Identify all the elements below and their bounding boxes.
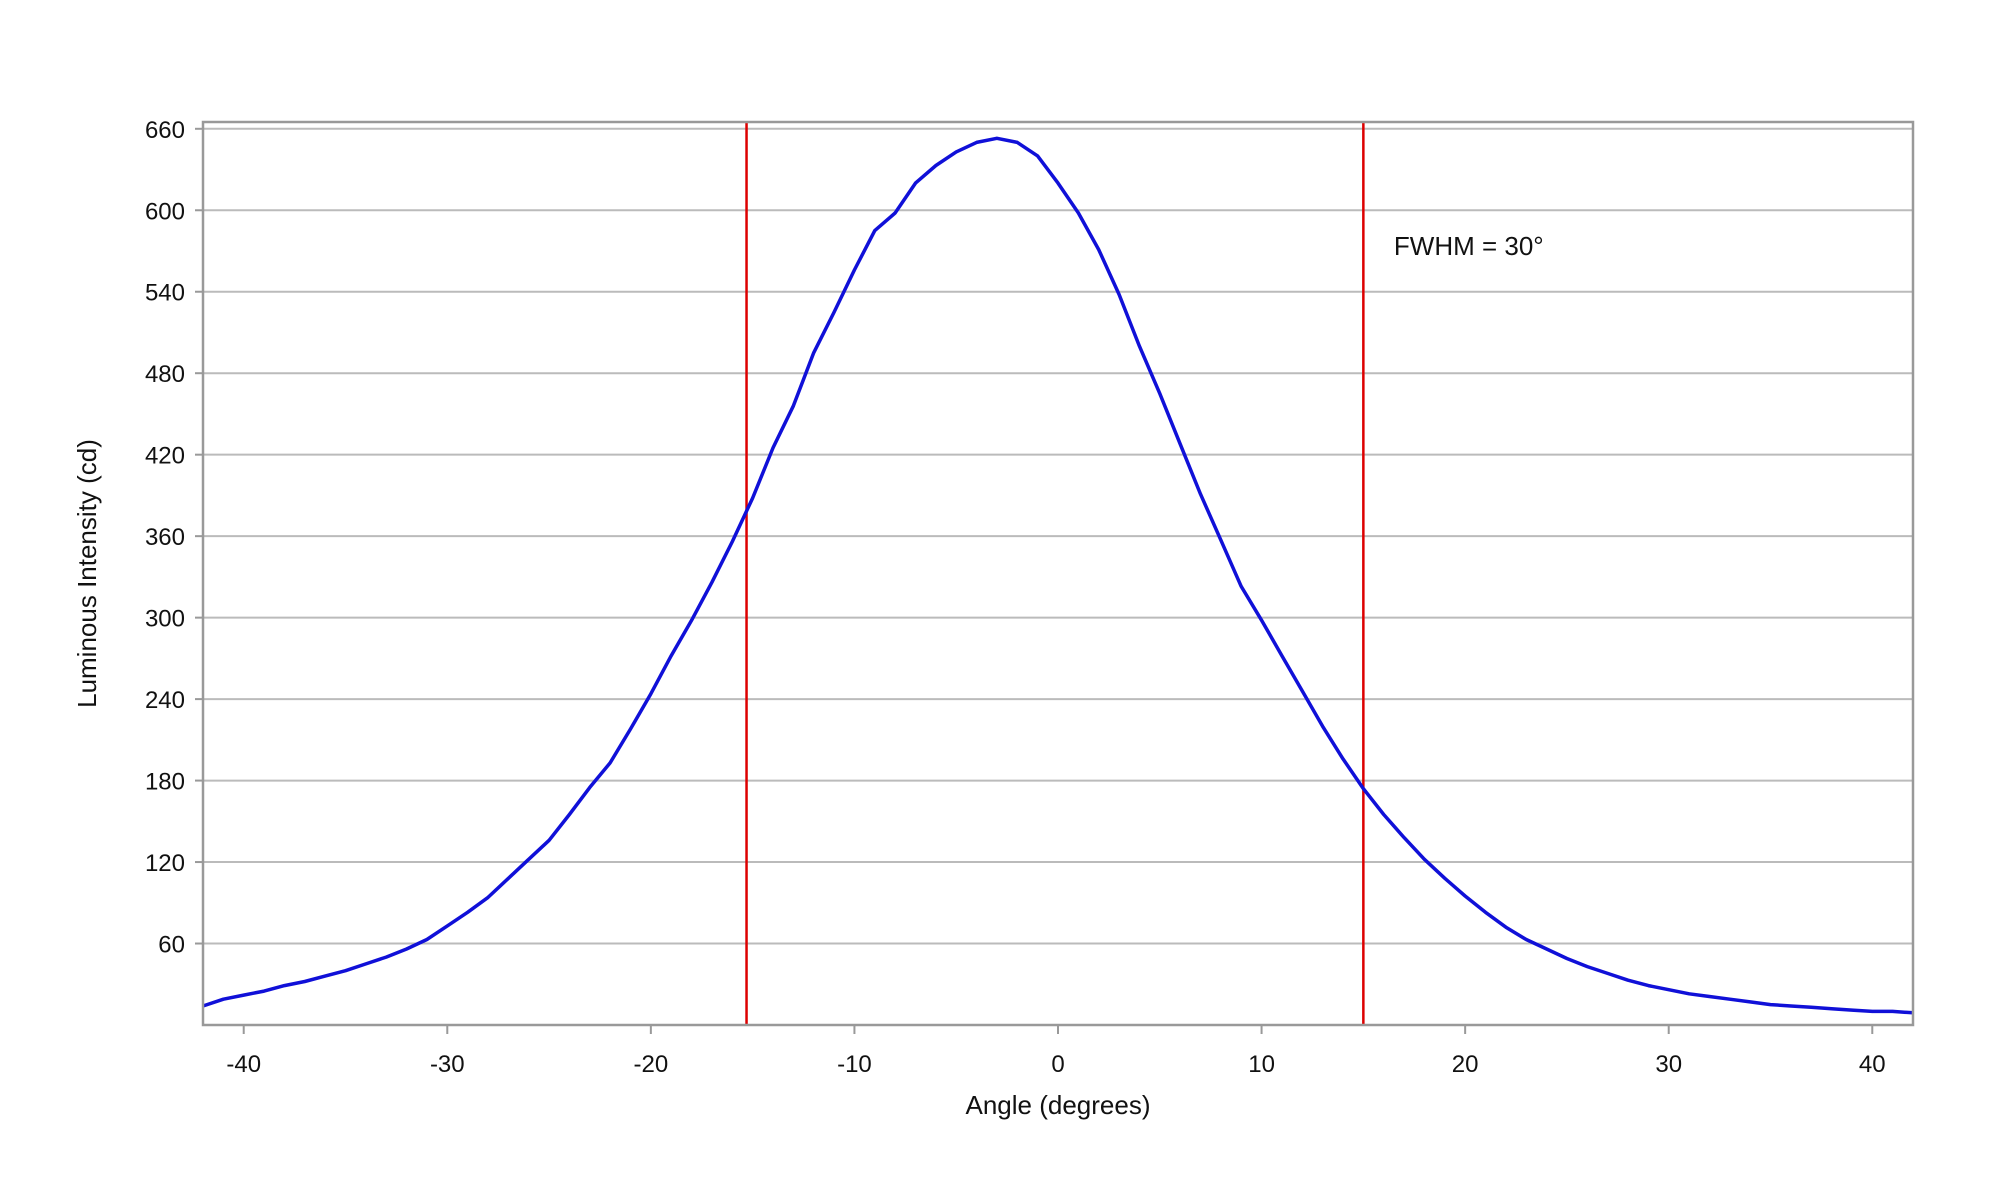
x-tick-label: 20 (1452, 1051, 1479, 1078)
y-tick-label: 600 (145, 198, 185, 225)
y-tick-label: 420 (145, 443, 185, 470)
y-tick-label: 120 (145, 850, 185, 877)
y-tick-label: 180 (145, 769, 185, 796)
y-tick-label: 300 (145, 606, 185, 633)
x-axis-label: Angle (degrees) (966, 1090, 1151, 1120)
y-axis-ticks: 60 120 180 240 300 360 420 480 540 600 660 (145, 117, 203, 959)
y-tick-label: 360 (145, 524, 185, 551)
grid-lines (203, 127, 1913, 945)
x-tick-label: 30 (1655, 1051, 1682, 1078)
y-tick-label: 660 (145, 117, 185, 144)
y-tick-label: 480 (145, 361, 185, 388)
y-tick-label: 540 (145, 280, 185, 307)
fwhm-markers (745, 122, 1365, 1025)
fwhm-annotation: FWHM = 30° (1394, 231, 1544, 261)
plot-frame (201, 120, 1915, 1027)
x-axis-ticks: -40 -30 -20 -10 0 10 20 30 40 (226, 1025, 1886, 1078)
x-tick-label: -40 (226, 1051, 261, 1078)
intensity-curve (202, 136, 1914, 1015)
x-tick-label: 10 (1248, 1051, 1275, 1078)
x-tick-label: -10 (837, 1051, 872, 1078)
y-axis-label: Luminous Intensity (cd) (72, 439, 102, 708)
x-tick-label: 0 (1051, 1051, 1064, 1078)
x-tick-label: -30 (430, 1051, 465, 1078)
x-tick-label: 40 (1859, 1051, 1886, 1078)
series-layer (202, 136, 1914, 1015)
x-tick-label: -20 (634, 1051, 669, 1078)
y-tick-label: 240 (145, 687, 185, 714)
y-tick-label: 60 (158, 932, 185, 959)
